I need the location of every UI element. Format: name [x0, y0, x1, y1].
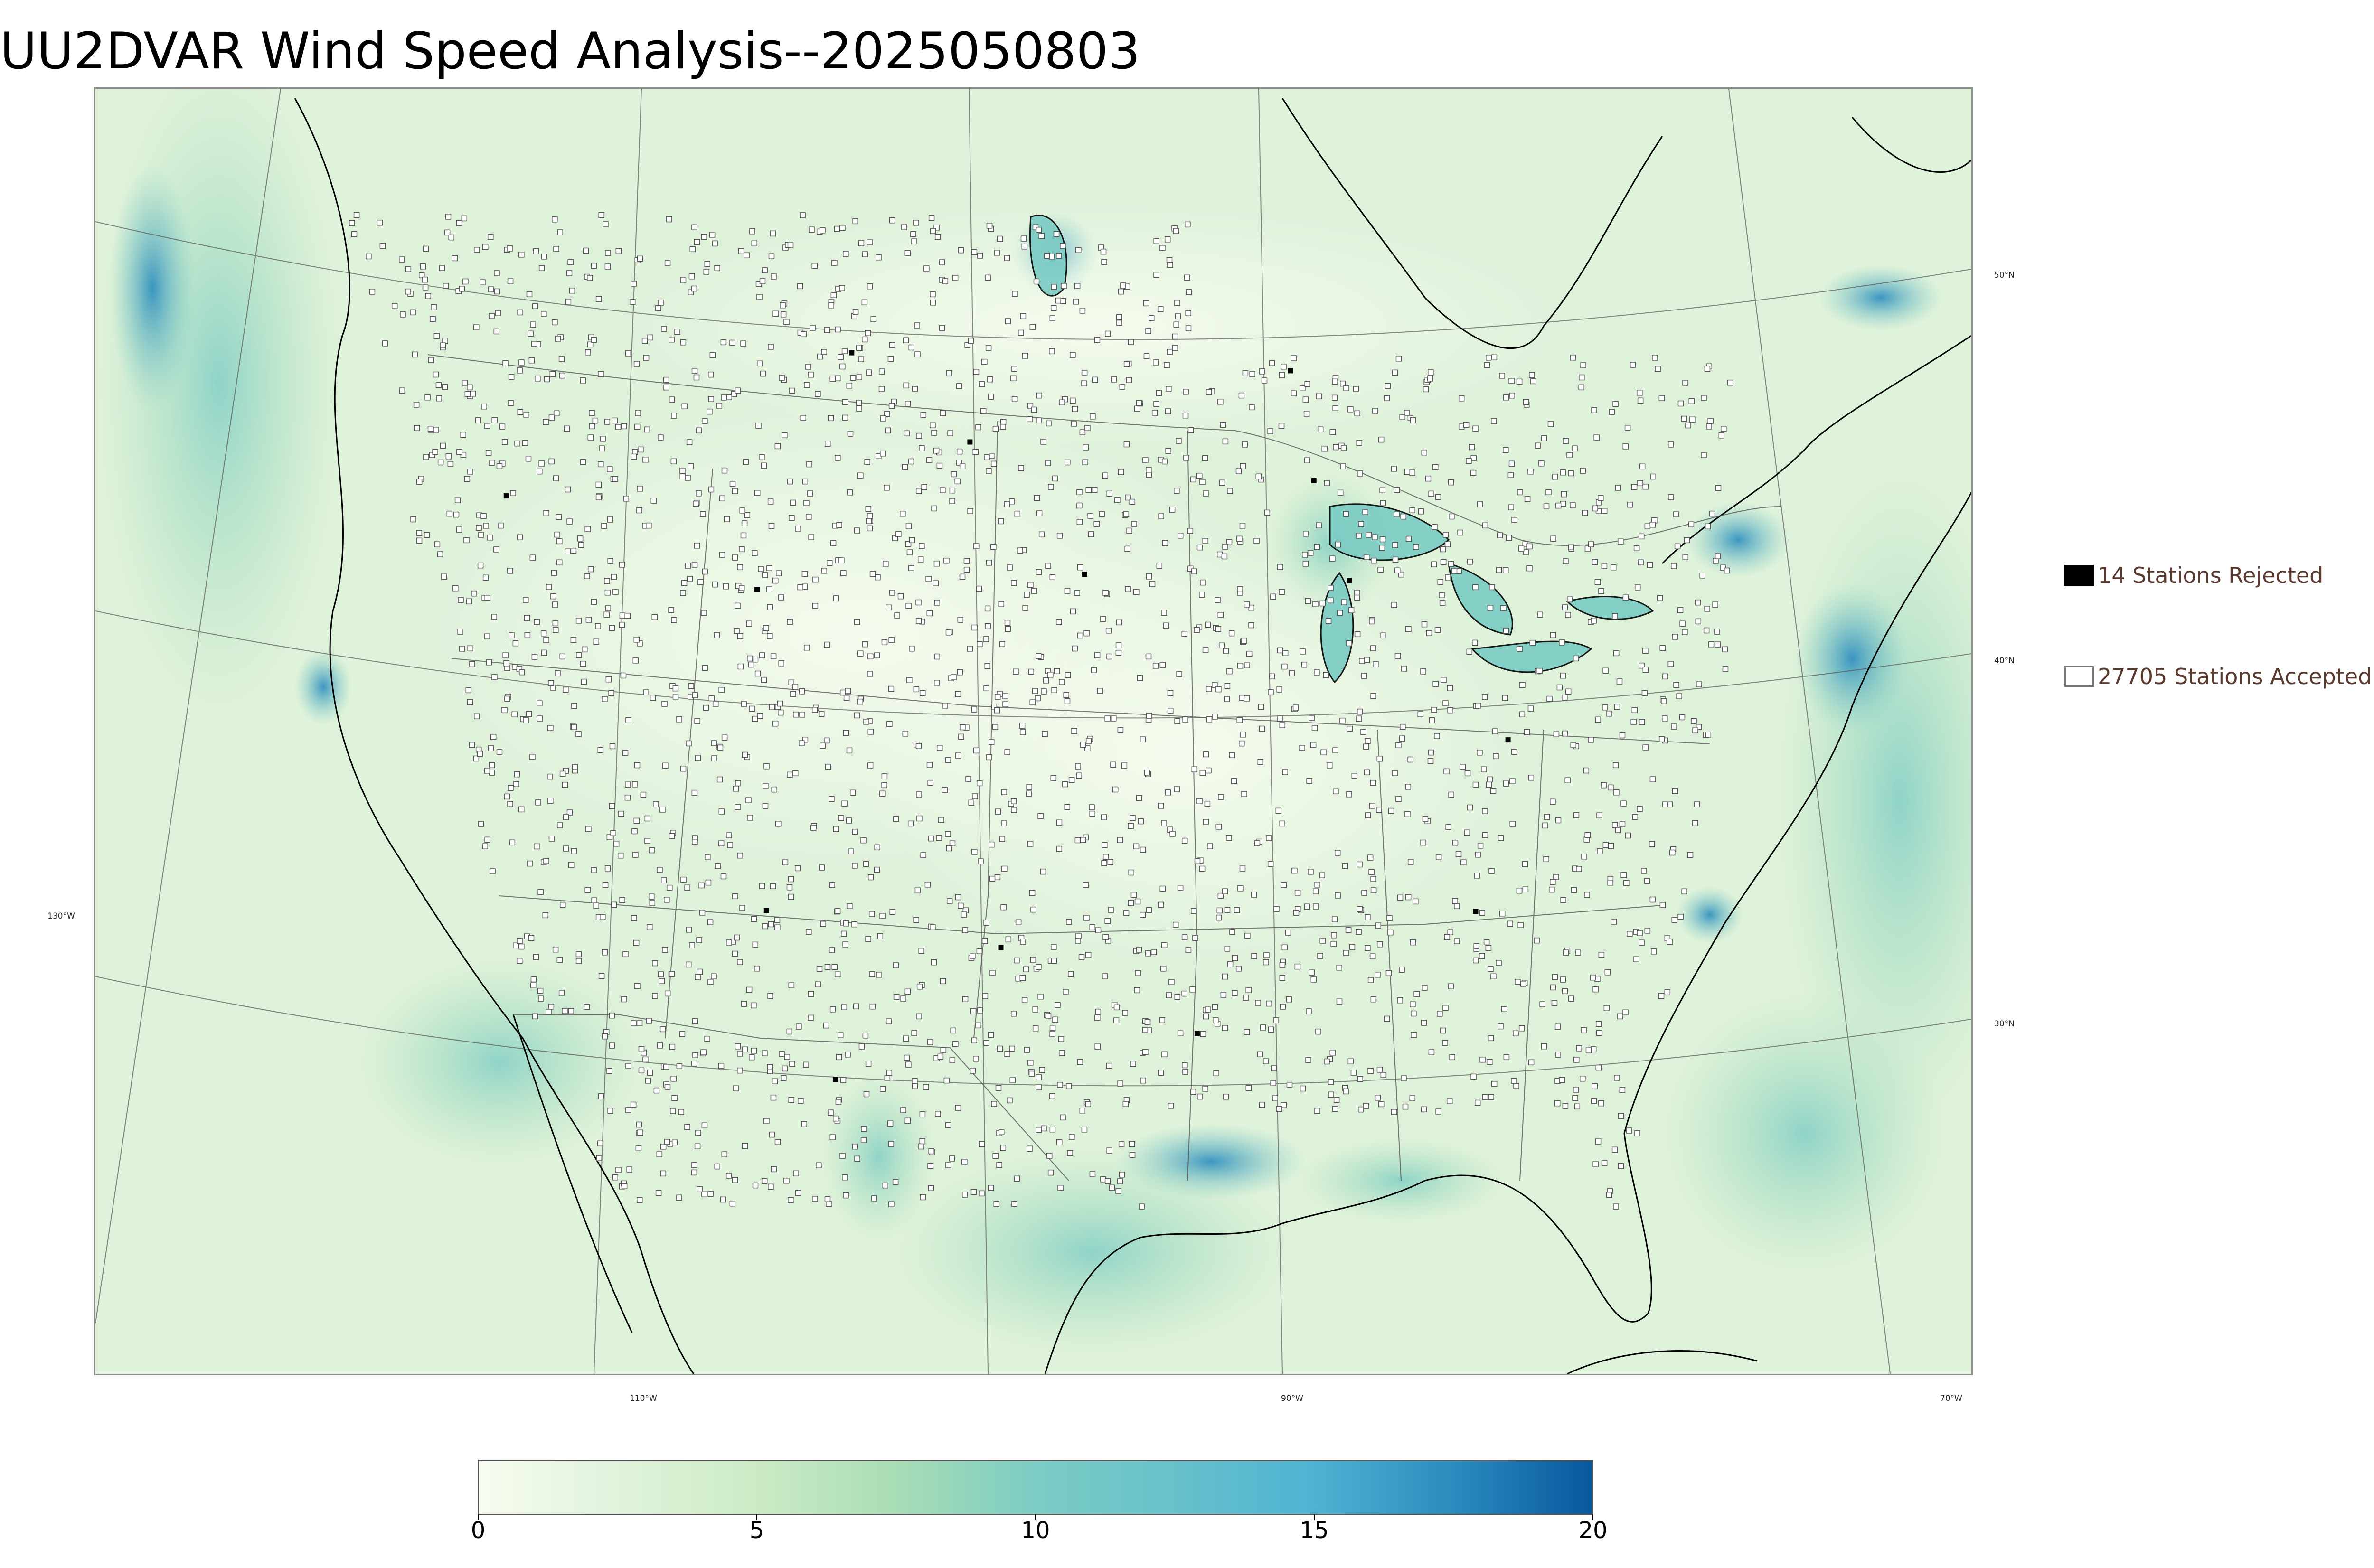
colorbar-tick-0 [478, 1514, 479, 1520]
wind-speed-map[interactable] [94, 87, 1973, 1375]
colorbar-label-20: 20 [1578, 1517, 1608, 1544]
colorbar-tick-10 [1035, 1514, 1036, 1520]
great-lakes [1029, 215, 1654, 684]
colorbar-tick-20 [1592, 1514, 1593, 1520]
map-canvas [95, 89, 1971, 1374]
wind-field-shading [95, 89, 1971, 1356]
colorbar-label-0: 0 [471, 1517, 486, 1544]
lon-label-70w: 70°W [1940, 1394, 1962, 1403]
colorbar [478, 1460, 1593, 1515]
lat-label-40n: 40°N [1994, 656, 2015, 666]
legend-accepted: 27705 Stations Accepted [2064, 664, 2372, 689]
lon-label-130w: 130°W [47, 911, 75, 921]
colorbar-tick-5 [756, 1514, 757, 1520]
colorbar-gradient [479, 1461, 1592, 1514]
legend-accepted-label: 27705 Stations Accepted [2098, 664, 2372, 689]
map-title: UU2DVAR Wind Speed Analysis--2025050803 [0, 22, 1140, 80]
accepted-swatch-icon [2064, 666, 2094, 687]
rejected-swatch-icon [2064, 565, 2094, 586]
lon-label-110w: 110°W [630, 1394, 657, 1403]
lon-label-90w: 90°W [1281, 1394, 1303, 1403]
colorbar-label-15: 15 [1300, 1517, 1329, 1544]
legend-rejected: 14 Stations Rejected [2064, 563, 2323, 588]
colorbar-tick-15 [1314, 1514, 1315, 1520]
station-markers [349, 212, 1733, 1210]
lat-label-50n: 50°N [1994, 271, 2015, 280]
colorbar-label-5: 5 [749, 1517, 764, 1544]
colorbar-label-10: 10 [1021, 1517, 1050, 1544]
lat-label-30n: 30°N [1994, 1019, 2015, 1029]
legend-rejected-label: 14 Stations Rejected [2098, 563, 2324, 588]
